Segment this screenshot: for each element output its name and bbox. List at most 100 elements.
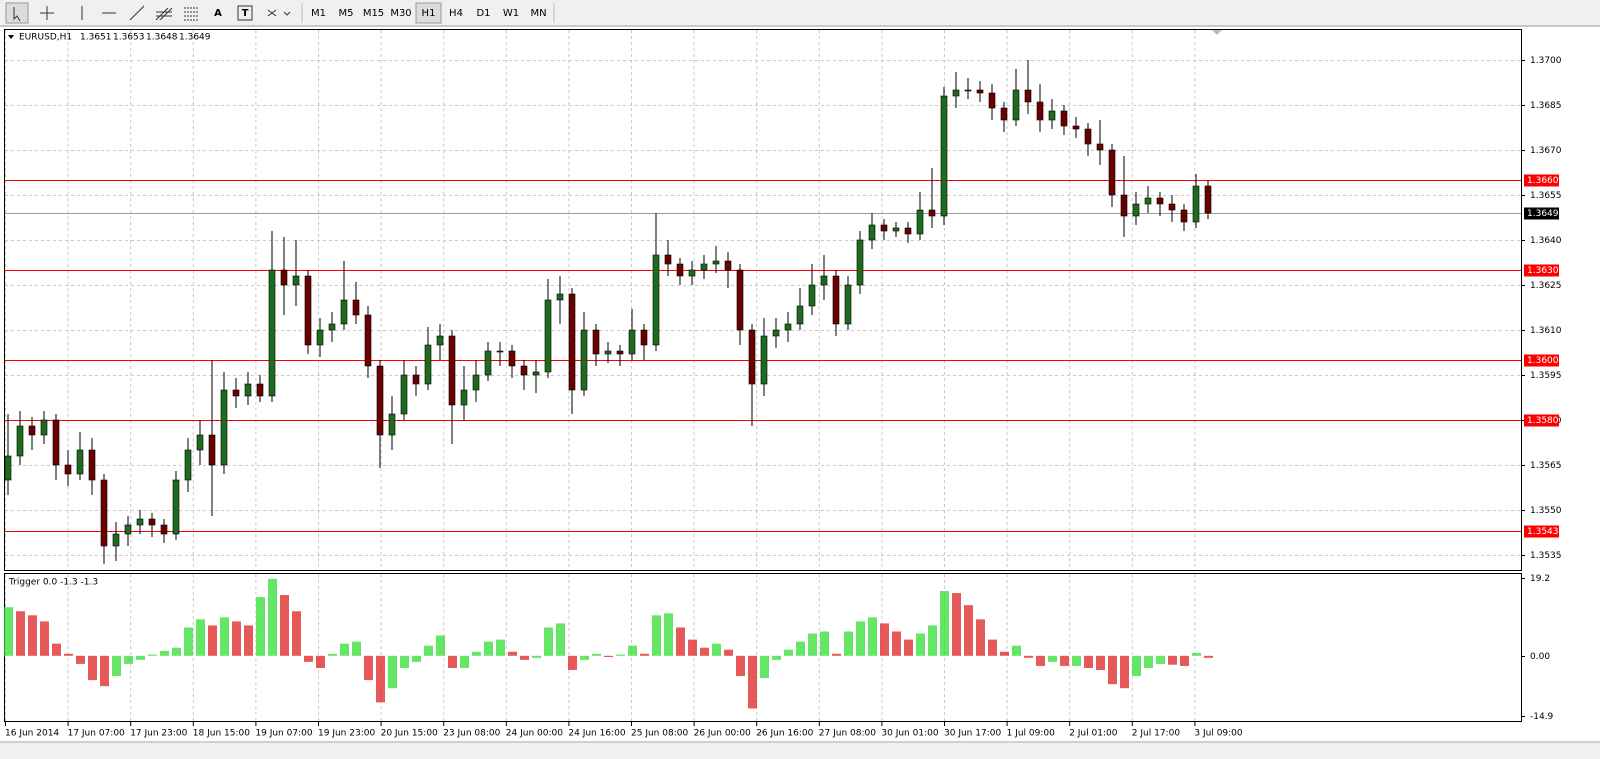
histogram-bar <box>856 621 865 656</box>
histogram-bar <box>964 605 973 656</box>
y-tick-label: 1.3550 <box>1530 506 1562 516</box>
candle-body <box>820 275 828 286</box>
histogram-bar <box>1084 655 1093 668</box>
candle-body <box>1156 197 1164 205</box>
candle-body <box>736 269 744 331</box>
x-tick-label: 26 Jun 00:00 <box>694 729 751 739</box>
timeframe-button[interactable]: W1 <box>503 8 519 19</box>
candle-body <box>1120 194 1128 217</box>
candle-body <box>100 479 108 547</box>
histogram-bar <box>772 655 781 660</box>
cursor-button[interactable] <box>5 2 29 24</box>
histogram-bar <box>784 649 793 656</box>
candle-body <box>484 350 492 376</box>
timeframe-button[interactable]: M1 <box>311 8 326 19</box>
histogram-bar <box>148 654 157 656</box>
candle-body <box>148 518 156 526</box>
main-plot <box>4 29 1522 571</box>
histogram-bar <box>376 655 385 703</box>
histogram-bar <box>484 641 493 656</box>
candle-body <box>364 314 372 367</box>
histogram-bar <box>64 653 73 656</box>
shift-marker <box>1212 30 1222 35</box>
y-tick-label: 19.2 <box>1530 574 1550 584</box>
histogram-bar <box>400 655 409 668</box>
x-tick-label: 27 Jun 08:00 <box>819 729 876 739</box>
crosshair-icon[interactable] <box>40 6 54 20</box>
candle-body <box>964 89 972 92</box>
candle-body <box>688 269 696 277</box>
histogram-bar <box>472 651 481 656</box>
candle-body <box>340 299 348 325</box>
histogram-bar <box>1168 655 1177 665</box>
candle-body <box>580 329 588 391</box>
candle-body <box>1024 89 1032 103</box>
histogram-bar <box>1156 655 1165 664</box>
x-tick-label: 3 Jul 09:00 <box>1194 729 1243 739</box>
histogram-bar <box>652 615 661 656</box>
candle-body <box>1108 149 1116 196</box>
timeframe-button[interactable]: M30 <box>390 8 411 19</box>
collapse-arrow <box>8 35 14 39</box>
candle-body <box>256 383 264 397</box>
label-icon[interactable] <box>237 5 253 21</box>
histogram-bar <box>796 641 805 656</box>
timeframe-button[interactable]: M15 <box>363 8 384 19</box>
histogram-bar <box>532 655 541 658</box>
candle-body <box>868 224 876 241</box>
histogram-bar <box>724 649 733 656</box>
candle-body <box>88 449 96 481</box>
candle-body <box>388 413 396 436</box>
histogram-bar <box>364 655 373 681</box>
candle-body <box>904 227 912 235</box>
timeframe-button[interactable]: H4 <box>449 8 463 19</box>
x-tick-label: 30 Jun 17:00 <box>944 729 1001 739</box>
y-tick-label: 1.3685 <box>1530 101 1562 111</box>
histogram-bar <box>892 631 901 656</box>
candle-body <box>952 89 960 97</box>
candle-body <box>400 374 408 415</box>
histogram-bar <box>1144 655 1153 668</box>
candle-body <box>712 260 720 265</box>
timeframe-button[interactable]: D1 <box>476 8 490 19</box>
histogram-bar <box>460 655 469 668</box>
histogram-bar <box>1204 655 1213 658</box>
candle-body <box>760 335 768 385</box>
candle-body <box>220 389 228 466</box>
histogram-bar <box>184 627 193 656</box>
timeframe-button[interactable]: MN <box>530 8 546 19</box>
text-tool[interactable]: A <box>214 8 222 19</box>
candle-body <box>544 299 552 373</box>
symbol: EURUSD,H1 <box>19 33 72 43</box>
candle-body <box>160 524 168 535</box>
candle-body <box>448 335 456 406</box>
histogram-bar <box>76 655 85 664</box>
timeframe-button[interactable]: M5 <box>339 8 354 19</box>
candle-body <box>808 284 816 307</box>
arrows-icon[interactable] <box>267 9 291 17</box>
histogram-bar <box>304 655 313 662</box>
candle-body <box>40 419 48 436</box>
candle-body <box>748 329 756 385</box>
candle-body <box>472 374 480 391</box>
candle-body <box>1132 203 1140 217</box>
histogram-bar <box>1132 655 1141 677</box>
candle-body <box>1180 209 1188 223</box>
candle-body <box>1000 107 1008 121</box>
candle-body <box>928 209 936 217</box>
candle-body <box>124 524 132 535</box>
candle-body <box>280 269 288 286</box>
fibo-icon[interactable] <box>184 7 198 21</box>
x-tick-label: 25 Jun 08:00 <box>631 729 688 739</box>
x-tick-label: 19 Jun 07:00 <box>255 729 312 739</box>
timeframe-button[interactable]: H1 <box>422 8 436 19</box>
price-label-box <box>1524 414 1559 427</box>
channel-icon[interactable] <box>155 7 173 21</box>
quote-value: 1.3653 <box>113 33 145 43</box>
trendline-icon[interactable] <box>129 5 145 21</box>
y-tick-label: 1.3700 <box>1530 56 1562 66</box>
candle-body <box>664 254 672 265</box>
histogram-bar <box>736 655 745 677</box>
toolbar <box>0 0 1600 26</box>
histogram-bar <box>124 655 133 664</box>
